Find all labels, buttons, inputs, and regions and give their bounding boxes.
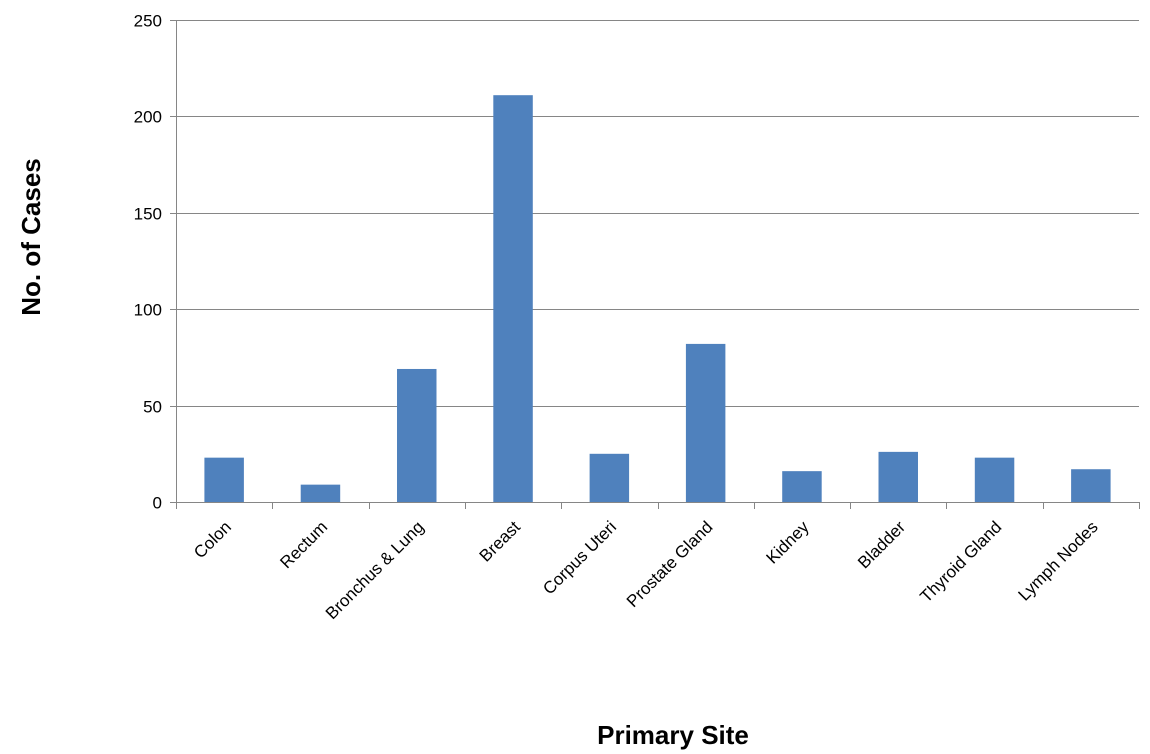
axes: [170, 20, 1140, 509]
y-tick-label: 200: [134, 108, 162, 127]
bar: [782, 471, 822, 502]
x-tick-label: Thyroid Gland: [916, 517, 1005, 606]
x-tick-label: Bronchus & Lung: [322, 517, 428, 623]
x-tick-label: Kidney: [763, 517, 814, 568]
x-tick-label: Lymph Nodes: [1015, 517, 1102, 604]
x-tick-label: Corpus Uteri: [539, 517, 620, 598]
x-tick-label: Prostate Gland: [623, 517, 717, 611]
y-tick-label: 0: [153, 494, 162, 513]
y-axis-title: No. of Cases: [16, 158, 46, 316]
bar: [204, 457, 244, 502]
bar: [397, 368, 437, 502]
x-axis-title: Primary Site: [597, 720, 749, 750]
bars: [204, 95, 1111, 502]
y-tick-label: 150: [134, 205, 162, 224]
y-tick-labels: 0 50 100 150 200 250: [134, 12, 162, 513]
bar: [974, 457, 1015, 502]
x-tick-label: Breast: [476, 517, 524, 565]
x-tick-label: Rectum: [276, 517, 331, 572]
x-tick-label: Colon: [190, 517, 235, 562]
y-tick-label: 100: [134, 301, 162, 320]
y-tick-label: 50: [143, 398, 162, 417]
bar: [589, 453, 630, 502]
bar: [300, 484, 341, 502]
x-tick-label: Bladder: [854, 517, 909, 572]
bar: [878, 451, 918, 502]
bar: [1071, 469, 1111, 502]
y-tick-label: 250: [134, 12, 162, 31]
bar: [685, 343, 726, 502]
gridlines: [176, 20, 1139, 407]
bar: [493, 95, 533, 502]
